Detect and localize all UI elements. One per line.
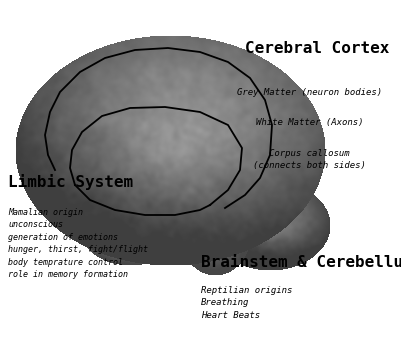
Text: Reptilian origins
Breathing
Heart Beats: Reptilian origins Breathing Heart Beats xyxy=(200,286,292,320)
Text: Corpus callosum
(connects both sides): Corpus callosum (connects both sides) xyxy=(253,149,365,170)
Text: White Matter (Axons): White Matter (Axons) xyxy=(255,118,363,127)
Text: Mamalian origin
unconscious
generation of emotions
hunger, thirst, fight/flight
: Mamalian origin unconscious generation o… xyxy=(8,208,148,280)
Text: Brainstem & Cerebellum: Brainstem & Cerebellum xyxy=(200,255,401,270)
Text: Cerebral Cortex: Cerebral Cortex xyxy=(245,41,389,55)
Text: Grey Matter (neuron bodies): Grey Matter (neuron bodies) xyxy=(236,88,381,97)
Text: Limbic System: Limbic System xyxy=(8,174,133,190)
